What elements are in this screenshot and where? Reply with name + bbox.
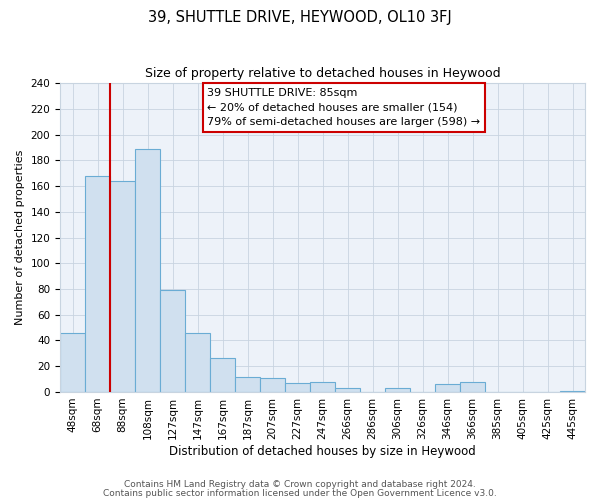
Bar [60, 333, 85, 392]
Title: Size of property relative to detached houses in Heywood: Size of property relative to detached ho… [145, 68, 500, 80]
Text: 39 SHUTTLE DRIVE: 85sqm
← 20% of detached houses are smaller (154)
79% of semi-d: 39 SHUTTLE DRIVE: 85sqm ← 20% of detache… [207, 88, 480, 128]
Bar [85, 176, 110, 392]
Y-axis label: Number of detached properties: Number of detached properties [15, 150, 25, 325]
Bar [135, 148, 160, 392]
Bar [335, 388, 360, 392]
Bar [560, 390, 585, 392]
Bar [210, 358, 235, 392]
Bar [285, 383, 310, 392]
X-axis label: Distribution of detached houses by size in Heywood: Distribution of detached houses by size … [169, 444, 476, 458]
Text: Contains HM Land Registry data © Crown copyright and database right 2024.: Contains HM Land Registry data © Crown c… [124, 480, 476, 489]
Bar [185, 333, 210, 392]
Text: 39, SHUTTLE DRIVE, HEYWOOD, OL10 3FJ: 39, SHUTTLE DRIVE, HEYWOOD, OL10 3FJ [148, 10, 452, 25]
Bar [460, 382, 485, 392]
Bar [435, 384, 460, 392]
Bar [160, 290, 185, 392]
Bar [110, 181, 135, 392]
Text: Contains public sector information licensed under the Open Government Licence v3: Contains public sector information licen… [103, 488, 497, 498]
Bar [260, 378, 285, 392]
Bar [385, 388, 410, 392]
Bar [310, 382, 335, 392]
Bar [235, 376, 260, 392]
